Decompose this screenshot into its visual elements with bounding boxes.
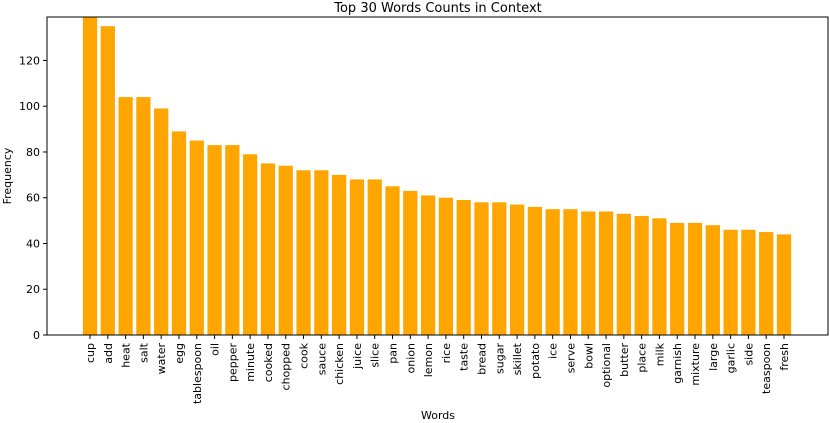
bar-juice — [349, 179, 365, 335]
bar-serve — [563, 209, 578, 335]
x-tick-label-slice: slice — [369, 343, 382, 368]
x-tick-label-pepper: pepper — [226, 343, 239, 382]
x-tick-label-serve: serve — [564, 343, 577, 374]
bar-side — [741, 229, 756, 335]
bar-garlic — [723, 229, 738, 335]
y-tick-label: 40 — [26, 237, 40, 250]
x-tick-label-mixture: mixture — [689, 343, 702, 386]
x-tick-label-heat: heat — [120, 342, 133, 367]
x-tick-label-add: add — [102, 343, 115, 364]
x-tick-label-egg: egg — [173, 343, 186, 364]
y-tick-label: 20 — [26, 283, 40, 296]
x-tick-label-cook: cook — [298, 342, 311, 369]
x-tick-label-chopped: chopped — [280, 343, 293, 390]
chart-title: Top 30 Words Counts in Context — [333, 1, 542, 16]
x-tick-label-cooked: cooked — [262, 343, 275, 382]
bar-lemon — [420, 195, 436, 335]
x-tick-label-bread: bread — [475, 343, 488, 375]
x-tick-label-tablespoon: tablespoon — [191, 343, 204, 404]
bar-pepper — [225, 145, 240, 335]
bar-skillet — [509, 204, 525, 335]
bar-teaspoon — [759, 232, 774, 335]
x-tick-label-rice: rice — [440, 343, 453, 364]
bar-large — [705, 225, 720, 335]
bar-place — [634, 216, 649, 335]
y-tick-label: 80 — [26, 146, 40, 159]
x-tick-label-onion: onion — [404, 343, 417, 373]
bar-chopped — [278, 165, 293, 335]
x-tick-label-cup: cup — [84, 343, 97, 363]
bar-oil — [207, 145, 222, 335]
x-tick-label-water: water — [155, 343, 168, 375]
bar-ice — [545, 209, 560, 335]
x-tick-label-optional: optional — [600, 343, 613, 388]
bar-minute — [243, 154, 258, 335]
bar-pan — [385, 186, 400, 335]
x-tick-label-large: large — [707, 343, 720, 371]
bar-sugar — [492, 202, 507, 335]
x-tick-label-garlic: garlic — [725, 343, 738, 373]
bar-salt — [136, 97, 151, 335]
bar-butter — [616, 213, 631, 335]
x-tick-label-juice: juice — [351, 343, 364, 370]
x-tick-label-milk: milk — [653, 342, 666, 366]
y-tick-label: 0 — [33, 329, 40, 342]
x-tick-label-teaspoon: teaspoon — [760, 343, 773, 394]
bar-egg — [171, 131, 187, 335]
bar-bread — [474, 202, 489, 335]
bar-garnish — [670, 222, 685, 335]
bar-heat — [118, 97, 133, 335]
x-tick-label-side: side — [742, 343, 755, 366]
bar-fresh — [776, 234, 792, 335]
x-tick-label-garnish: garnish — [671, 343, 684, 384]
bar-chicken — [332, 174, 347, 335]
bar-potato — [527, 206, 542, 335]
x-tick-label-fresh: fresh — [778, 343, 791, 371]
x-tick-label-skillet: skillet — [511, 342, 524, 375]
x-tick-label-ice: ice — [547, 343, 560, 359]
bars-group — [82, 17, 792, 336]
x-tick-label-salt: salt — [137, 342, 150, 363]
bar-mixture — [687, 222, 703, 335]
x-tick-label-sugar: sugar — [493, 343, 506, 374]
x-tick-label-oil: oil — [209, 343, 222, 356]
bar-water — [154, 108, 169, 335]
y-axis: 0 20 40 60 80 100 120 — [19, 54, 47, 342]
x-tick-label-sauce: sauce — [315, 343, 328, 375]
bar-taste — [456, 200, 471, 335]
bar-cook — [296, 170, 311, 335]
x-tick-label-chicken: chicken — [333, 343, 346, 385]
bar-optional — [598, 211, 614, 335]
bar-bowl — [581, 211, 596, 335]
x-tick-label-pan: pan — [387, 343, 400, 364]
y-tick-label: 120 — [19, 54, 40, 67]
x-axis-label: Words — [421, 409, 455, 422]
x-axis: cup add heat salt water egg tablespoon oil peppe… — [84, 335, 791, 404]
bar-tablespoon — [189, 140, 204, 335]
x-tick-label-minute: minute — [244, 343, 257, 382]
y-axis-label: Frequency — [1, 147, 14, 204]
bar-milk — [652, 218, 667, 335]
y-tick-label: 100 — [19, 100, 40, 113]
bar-add — [100, 26, 115, 336]
bar-cooked — [260, 163, 276, 335]
bar-onion — [403, 190, 418, 335]
x-tick-label-lemon: lemon — [422, 343, 435, 377]
x-tick-label-bowl: bowl — [582, 343, 595, 369]
bar-slice — [367, 179, 382, 335]
bar-sauce — [314, 170, 329, 335]
x-tick-label-potato: potato — [529, 343, 542, 379]
y-tick-label: 60 — [26, 192, 40, 205]
bar-cup — [82, 17, 98, 335]
plot-frame — [46, 16, 829, 336]
x-tick-label-butter: butter — [618, 343, 631, 377]
x-tick-label-taste: taste — [458, 343, 471, 371]
bar-rice — [438, 197, 454, 335]
x-tick-label-place: place — [636, 343, 649, 373]
